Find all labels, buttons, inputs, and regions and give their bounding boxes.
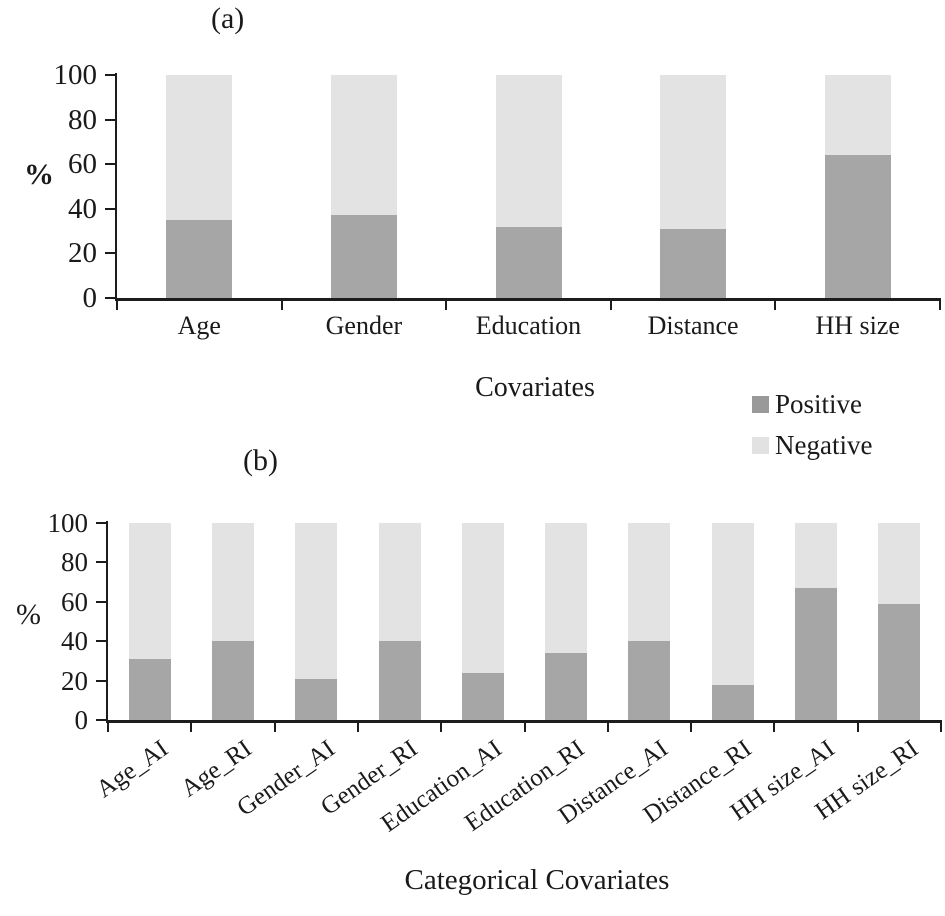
y-axis-tick	[105, 74, 115, 76]
bar-segment-negative	[824, 75, 891, 156]
y-tick-label: 100	[53, 59, 98, 92]
legend-label-negative: Negative	[775, 430, 873, 460]
bar-segment-negative	[878, 523, 921, 604]
category-label: Gender	[325, 311, 403, 340]
legend-item-positive: Positive	[752, 391, 872, 418]
bar-segment-negative	[628, 523, 671, 642]
bar-segment-positive	[461, 672, 504, 720]
y-tick-label: 80	[61, 547, 88, 578]
bar-segment-positive	[330, 215, 397, 298]
bar-segment-negative	[330, 75, 397, 216]
legend-label-positive: Positive	[775, 389, 863, 419]
y-axis-line	[106, 521, 108, 723]
x-axis-tick	[606, 720, 609, 732]
x-axis-tick	[440, 720, 443, 732]
bar-segment-positive	[545, 653, 588, 720]
x-axis-tick	[273, 720, 276, 732]
x-axis-tick	[116, 298, 118, 310]
bar-segment-positive	[495, 226, 562, 298]
x-axis-tick	[445, 298, 448, 310]
y-axis-tick	[96, 600, 106, 603]
bar-segment-negative	[211, 523, 254, 642]
y-axis-tick	[105, 252, 115, 255]
y-tick-label: 20	[61, 665, 88, 696]
panel-a-x-axis-label: Covariates	[475, 372, 595, 403]
panel-b-title: (b)	[243, 444, 278, 477]
panel-a-title: (a)	[211, 2, 245, 35]
y-axis-line	[115, 73, 117, 301]
positive-swatch-icon	[752, 396, 769, 413]
y-axis-tick	[96, 679, 106, 682]
y-axis-tick	[96, 561, 106, 564]
y-tick-label: 0	[82, 282, 98, 315]
y-tick-label: 40	[61, 626, 88, 657]
y-axis-tick	[105, 118, 115, 121]
x-axis-tick	[609, 298, 612, 310]
x-axis-tick	[190, 720, 193, 732]
bar-segment-negative	[295, 523, 338, 679]
bar-segment-negative	[461, 523, 504, 673]
category-label: Distance	[647, 311, 739, 340]
bar-segment-negative	[711, 523, 754, 685]
bar-segment-positive	[795, 588, 838, 720]
negative-swatch-icon	[752, 437, 769, 454]
bar-segment-negative	[795, 523, 838, 588]
y-axis-tick	[96, 640, 106, 643]
y-axis-tick	[105, 163, 115, 166]
bar-segment-negative	[495, 75, 562, 227]
y-axis-tick	[96, 719, 106, 721]
y-axis-tick	[105, 207, 115, 210]
x-axis-tick	[773, 720, 776, 732]
x-axis-tick	[774, 298, 777, 310]
bar-segment-positive	[128, 658, 171, 720]
bar-segment-positive	[628, 641, 671, 720]
bar-segment-positive	[660, 228, 727, 298]
bar-segment-positive	[378, 641, 421, 720]
y-tick-label: 80	[68, 103, 97, 136]
y-tick-label: 60	[68, 148, 97, 181]
bar-segment-negative	[378, 523, 421, 642]
x-axis-tick	[280, 298, 283, 310]
y-tick-label: 20	[68, 237, 97, 270]
category-label: Education	[475, 311, 582, 340]
y-tick-label: 40	[68, 192, 97, 225]
category-label: Age	[177, 311, 221, 340]
bar-segment-positive	[211, 641, 254, 720]
x-axis-line	[115, 298, 941, 301]
legend: Positive Negative	[752, 391, 872, 459]
bar-segment-negative	[545, 523, 588, 654]
category-label: Age_AI	[91, 735, 174, 804]
bar-segment-positive	[295, 678, 338, 720]
legend-item-negative: Negative	[752, 432, 872, 459]
y-tick-label: 0	[74, 705, 89, 736]
x-axis-tick	[690, 720, 693, 732]
bar-segment-negative	[128, 523, 171, 659]
panel-a-y-axis-label: %	[24, 158, 54, 191]
bar-segment-negative	[166, 75, 233, 220]
bar-segment-positive	[166, 219, 233, 298]
y-tick-label: 100	[47, 508, 89, 539]
panel-b-x-axis-label: Categorical Covariates	[404, 864, 670, 896]
x-axis-tick	[107, 720, 109, 732]
x-axis-tick	[940, 720, 942, 732]
y-axis-tick	[96, 522, 106, 524]
bar-segment-positive	[878, 603, 921, 720]
y-axis-tick	[105, 297, 115, 299]
bar-segment-positive	[711, 684, 754, 720]
category-label: HH size	[815, 311, 900, 340]
bar-segment-positive	[824, 155, 891, 298]
y-tick-label: 60	[61, 586, 88, 617]
bar-segment-negative	[660, 75, 727, 229]
panel-b-y-axis-label: %	[16, 598, 41, 631]
x-axis-tick	[523, 720, 526, 732]
x-axis-tick	[856, 720, 859, 732]
x-axis-tick	[939, 298, 941, 310]
x-axis-tick	[356, 720, 359, 732]
